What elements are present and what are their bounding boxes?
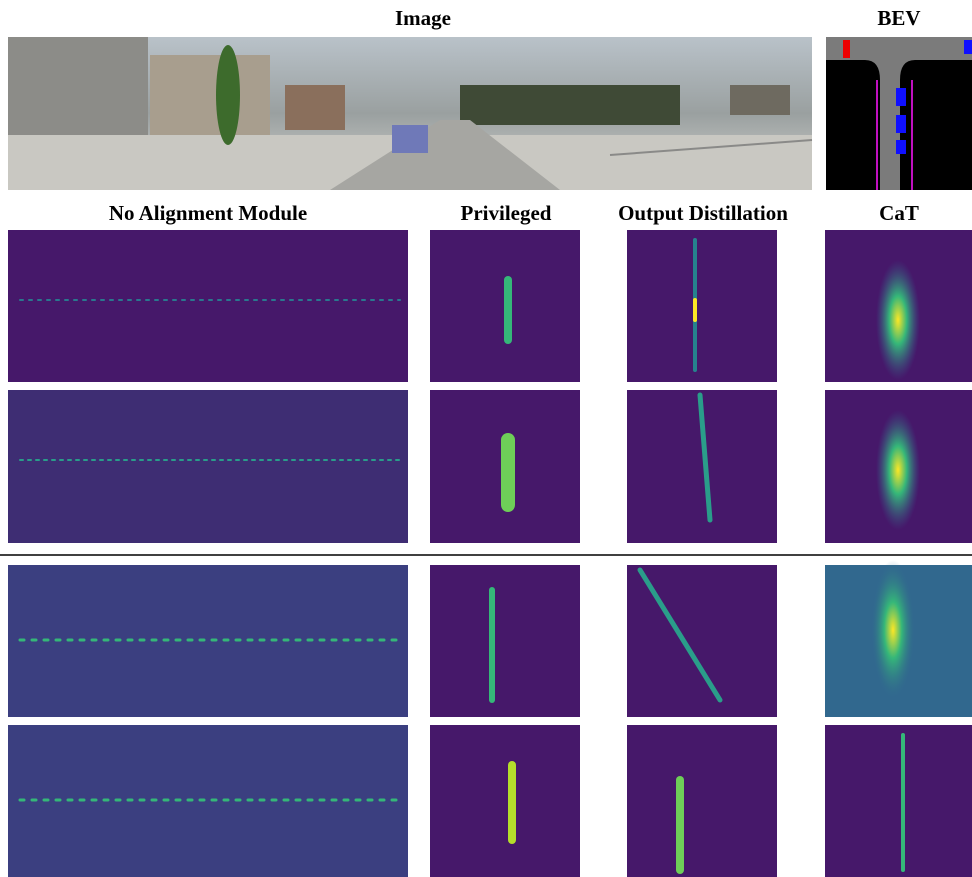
column-title: Privileged xyxy=(461,201,552,225)
header-bev: BEV xyxy=(877,6,920,30)
figure: Image BEV No Alignment Module Privileged… xyxy=(0,0,972,877)
header-image: Image xyxy=(395,6,451,30)
camera-image xyxy=(8,37,812,190)
heatmaps xyxy=(8,230,972,877)
column-title: Output Distillation xyxy=(618,201,788,225)
bev-image xyxy=(826,37,972,190)
column-title: No Alignment Module xyxy=(109,201,307,225)
column-title: CaT xyxy=(879,201,919,225)
